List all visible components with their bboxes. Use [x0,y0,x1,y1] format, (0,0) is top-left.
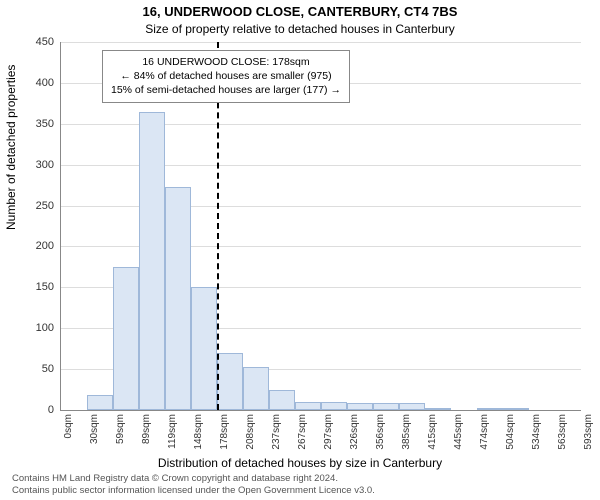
x-axis-label: Distribution of detached houses by size … [0,456,600,470]
histogram-bar [399,403,425,410]
xtick-label: 534sqm [531,414,542,450]
ytick-label: 100 [14,322,54,334]
histogram-bar [113,267,139,410]
xtick-label: 356sqm [375,414,386,450]
ytick-label: 50 [14,363,54,375]
xtick-label: 326sqm [349,414,360,450]
xtick-label: 119sqm [167,414,178,449]
page-address-title: 16, UNDERWOOD CLOSE, CANTERBURY, CT4 7BS [0,4,600,19]
histogram-bar [87,395,113,410]
ytick-label: 200 [14,240,54,252]
xtick-label: 504sqm [505,414,516,450]
histogram-bar [425,408,451,410]
annotation-line1: 16 UNDERWOOD CLOSE: 178sqm [111,55,341,69]
histogram-bar [217,353,243,410]
xtick-label: 445sqm [453,414,464,450]
xtick-label: 89sqm [141,414,152,444]
xtick-label: 593sqm [583,414,594,450]
annotation-line3: 15% of semi-detached houses are larger (… [111,83,341,97]
xtick-label: 297sqm [323,414,334,450]
xtick-label: 208sqm [245,414,256,450]
chart-title: Size of property relative to detached ho… [0,22,600,36]
grid-line [61,42,581,43]
histogram-bar [503,408,529,410]
ytick-label: 400 [14,77,54,89]
xtick-label: 563sqm [557,414,568,450]
histogram-bar [347,403,373,410]
histogram-bar [243,367,269,410]
xtick-label: 237sqm [271,414,282,450]
ytick-label: 0 [14,404,54,416]
histogram-bar [139,112,165,410]
histogram-bar [477,408,503,410]
xtick-label: 385sqm [401,414,412,450]
ytick-label: 300 [14,159,54,171]
footer-line1: Contains HM Land Registry data © Crown c… [12,473,375,484]
xtick-label: 415sqm [427,414,438,450]
ytick-label: 450 [14,36,54,48]
histogram-bar [269,390,295,410]
chart-area: 16 UNDERWOOD CLOSE: 178sqm ← 84% of deta… [60,42,580,410]
xtick-label: 474sqm [479,414,490,450]
annotation-box: 16 UNDERWOOD CLOSE: 178sqm ← 84% of deta… [102,50,350,103]
xtick-label: 59sqm [115,414,126,444]
histogram-bar [191,287,217,410]
footer-attribution: Contains HM Land Registry data © Crown c… [12,473,375,496]
annotation-line2: ← 84% of detached houses are smaller (97… [111,69,341,83]
footer-line2: Contains public sector information licen… [12,485,375,496]
histogram-bar [321,402,347,410]
xtick-label: 148sqm [193,414,204,450]
ytick-label: 150 [14,281,54,293]
ytick-label: 250 [14,200,54,212]
xtick-label: 267sqm [297,414,308,450]
ytick-label: 350 [14,118,54,130]
xtick-label: 30sqm [89,414,100,444]
xtick-label: 0sqm [63,414,74,438]
histogram-bar [295,402,321,410]
histogram-bar [165,187,191,410]
xtick-label: 178sqm [219,414,230,450]
histogram-bar [373,403,399,410]
